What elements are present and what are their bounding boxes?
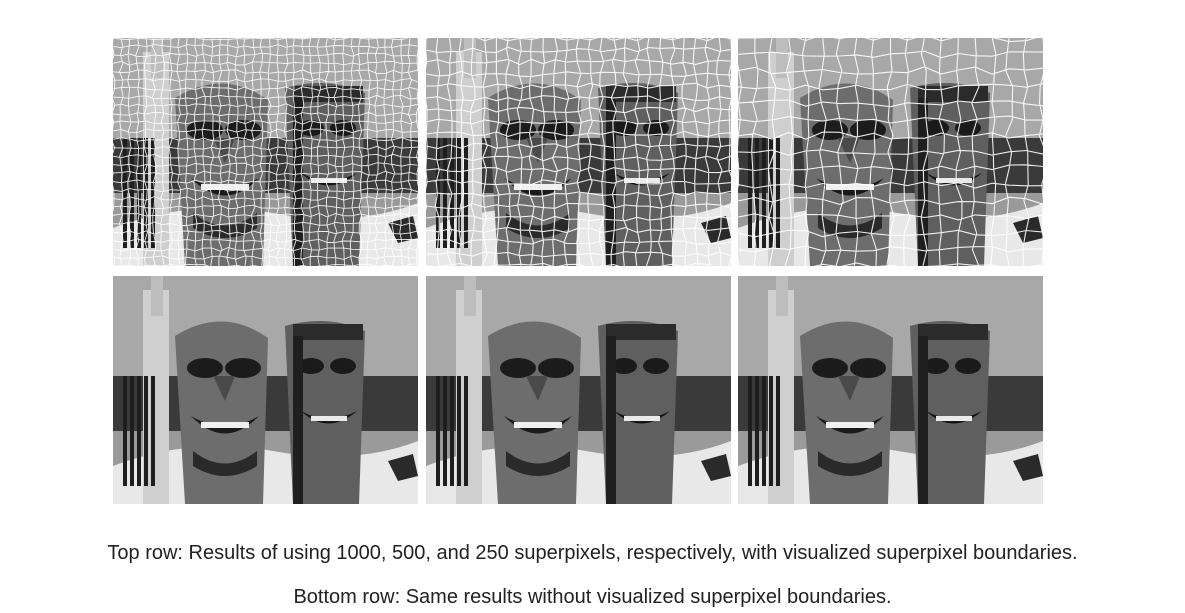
figure-caption-line-1: Top row: Results of using 1000, 500, and…: [107, 542, 1078, 564]
superpixel-image: [113, 38, 418, 266]
panel-top-250-superpixels: [738, 38, 1043, 266]
superpixel-image: [426, 38, 731, 266]
panel-top-1000-superpixels: [113, 38, 418, 266]
superpixel-image: [426, 276, 731, 504]
figure-caption-line-2: Bottom row: Same results without visuali…: [293, 586, 892, 608]
panel-bottom-250-superpixels: [738, 276, 1043, 504]
superpixel-boundaries: [738, 38, 1043, 266]
superpixel-image: [738, 38, 1043, 266]
superpixel-image: [738, 276, 1043, 504]
superpixel-boundaries: [113, 38, 418, 266]
panel-top-500-superpixels: [426, 38, 731, 266]
superpixel-boundaries: [426, 38, 731, 266]
superpixel-figure-grid: [113, 38, 1043, 504]
panel-bottom-1000-superpixels: [113, 276, 418, 504]
superpixel-image: [113, 276, 418, 504]
panel-bottom-500-superpixels: [426, 276, 731, 504]
